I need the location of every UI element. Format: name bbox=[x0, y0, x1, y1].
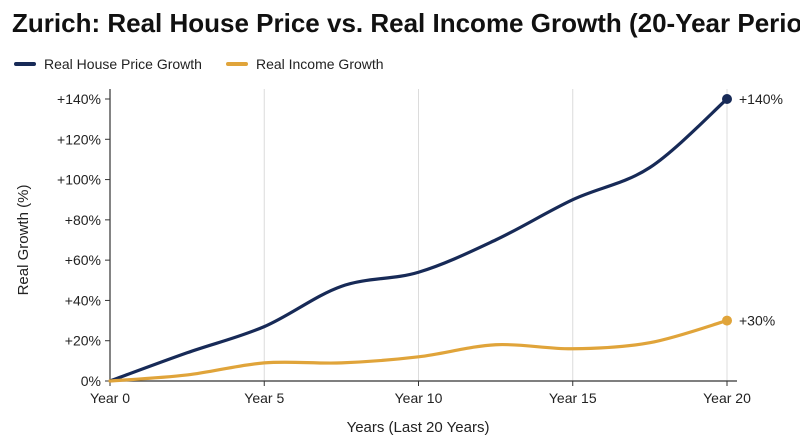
x-tick-label-15: Year 15 bbox=[549, 390, 597, 406]
series-line-1 bbox=[108, 318, 729, 383]
chart-title: Zurich: Real House Price vs. Real Income… bbox=[12, 8, 800, 38]
series-line-0 bbox=[108, 97, 729, 383]
y-tick-label-40: +40% bbox=[65, 292, 101, 308]
legend-label-house-price: Real House Price Growth bbox=[44, 56, 202, 72]
y-tick-label-120: +120% bbox=[57, 131, 101, 147]
x-tick-label-20: Year 20 bbox=[703, 390, 751, 406]
series-end-label-0: +140% bbox=[739, 91, 783, 107]
y-tick-label-60: +60% bbox=[65, 252, 101, 268]
y-tick-label-0: 0% bbox=[81, 373, 101, 389]
x-tick-label-5: Year 5 bbox=[244, 390, 284, 406]
y-tick-label-140: +140% bbox=[57, 91, 101, 107]
legend-swatch-income bbox=[225, 62, 248, 66]
y-tick-label-80: +80% bbox=[65, 212, 101, 228]
series-end-point-1 bbox=[722, 315, 732, 326]
x-tick-label-0: Year 0 bbox=[90, 390, 130, 406]
y-tick-label-100: +100% bbox=[57, 172, 101, 188]
grid bbox=[263, 89, 728, 381]
legend-item-house-price: Real House Price Growth bbox=[14, 56, 202, 72]
y-tick-label-20: +20% bbox=[65, 333, 101, 349]
legend-label-income: Real Income Growth bbox=[255, 56, 384, 72]
series-end-point-0 bbox=[722, 94, 732, 104]
y-axis-label: Real Growth (%) bbox=[15, 185, 32, 296]
legend: Real House Price Growth Real Income Grow… bbox=[14, 56, 384, 72]
legend-swatch-house-price bbox=[14, 62, 36, 66]
axes bbox=[105, 89, 737, 386]
legend-item-income: Real Income Growth bbox=[225, 56, 384, 72]
tick-labels: 0% +20% +40% +60% +80% +100% +120% +140% Year 0 Y… bbox=[57, 91, 783, 406]
series-end-label-1: +30% bbox=[739, 313, 775, 329]
x-tick-label-10: Year 10 bbox=[395, 390, 443, 406]
series-group bbox=[108, 94, 732, 383]
x-axis-label: Years (Last 20 Years) bbox=[347, 419, 490, 436]
